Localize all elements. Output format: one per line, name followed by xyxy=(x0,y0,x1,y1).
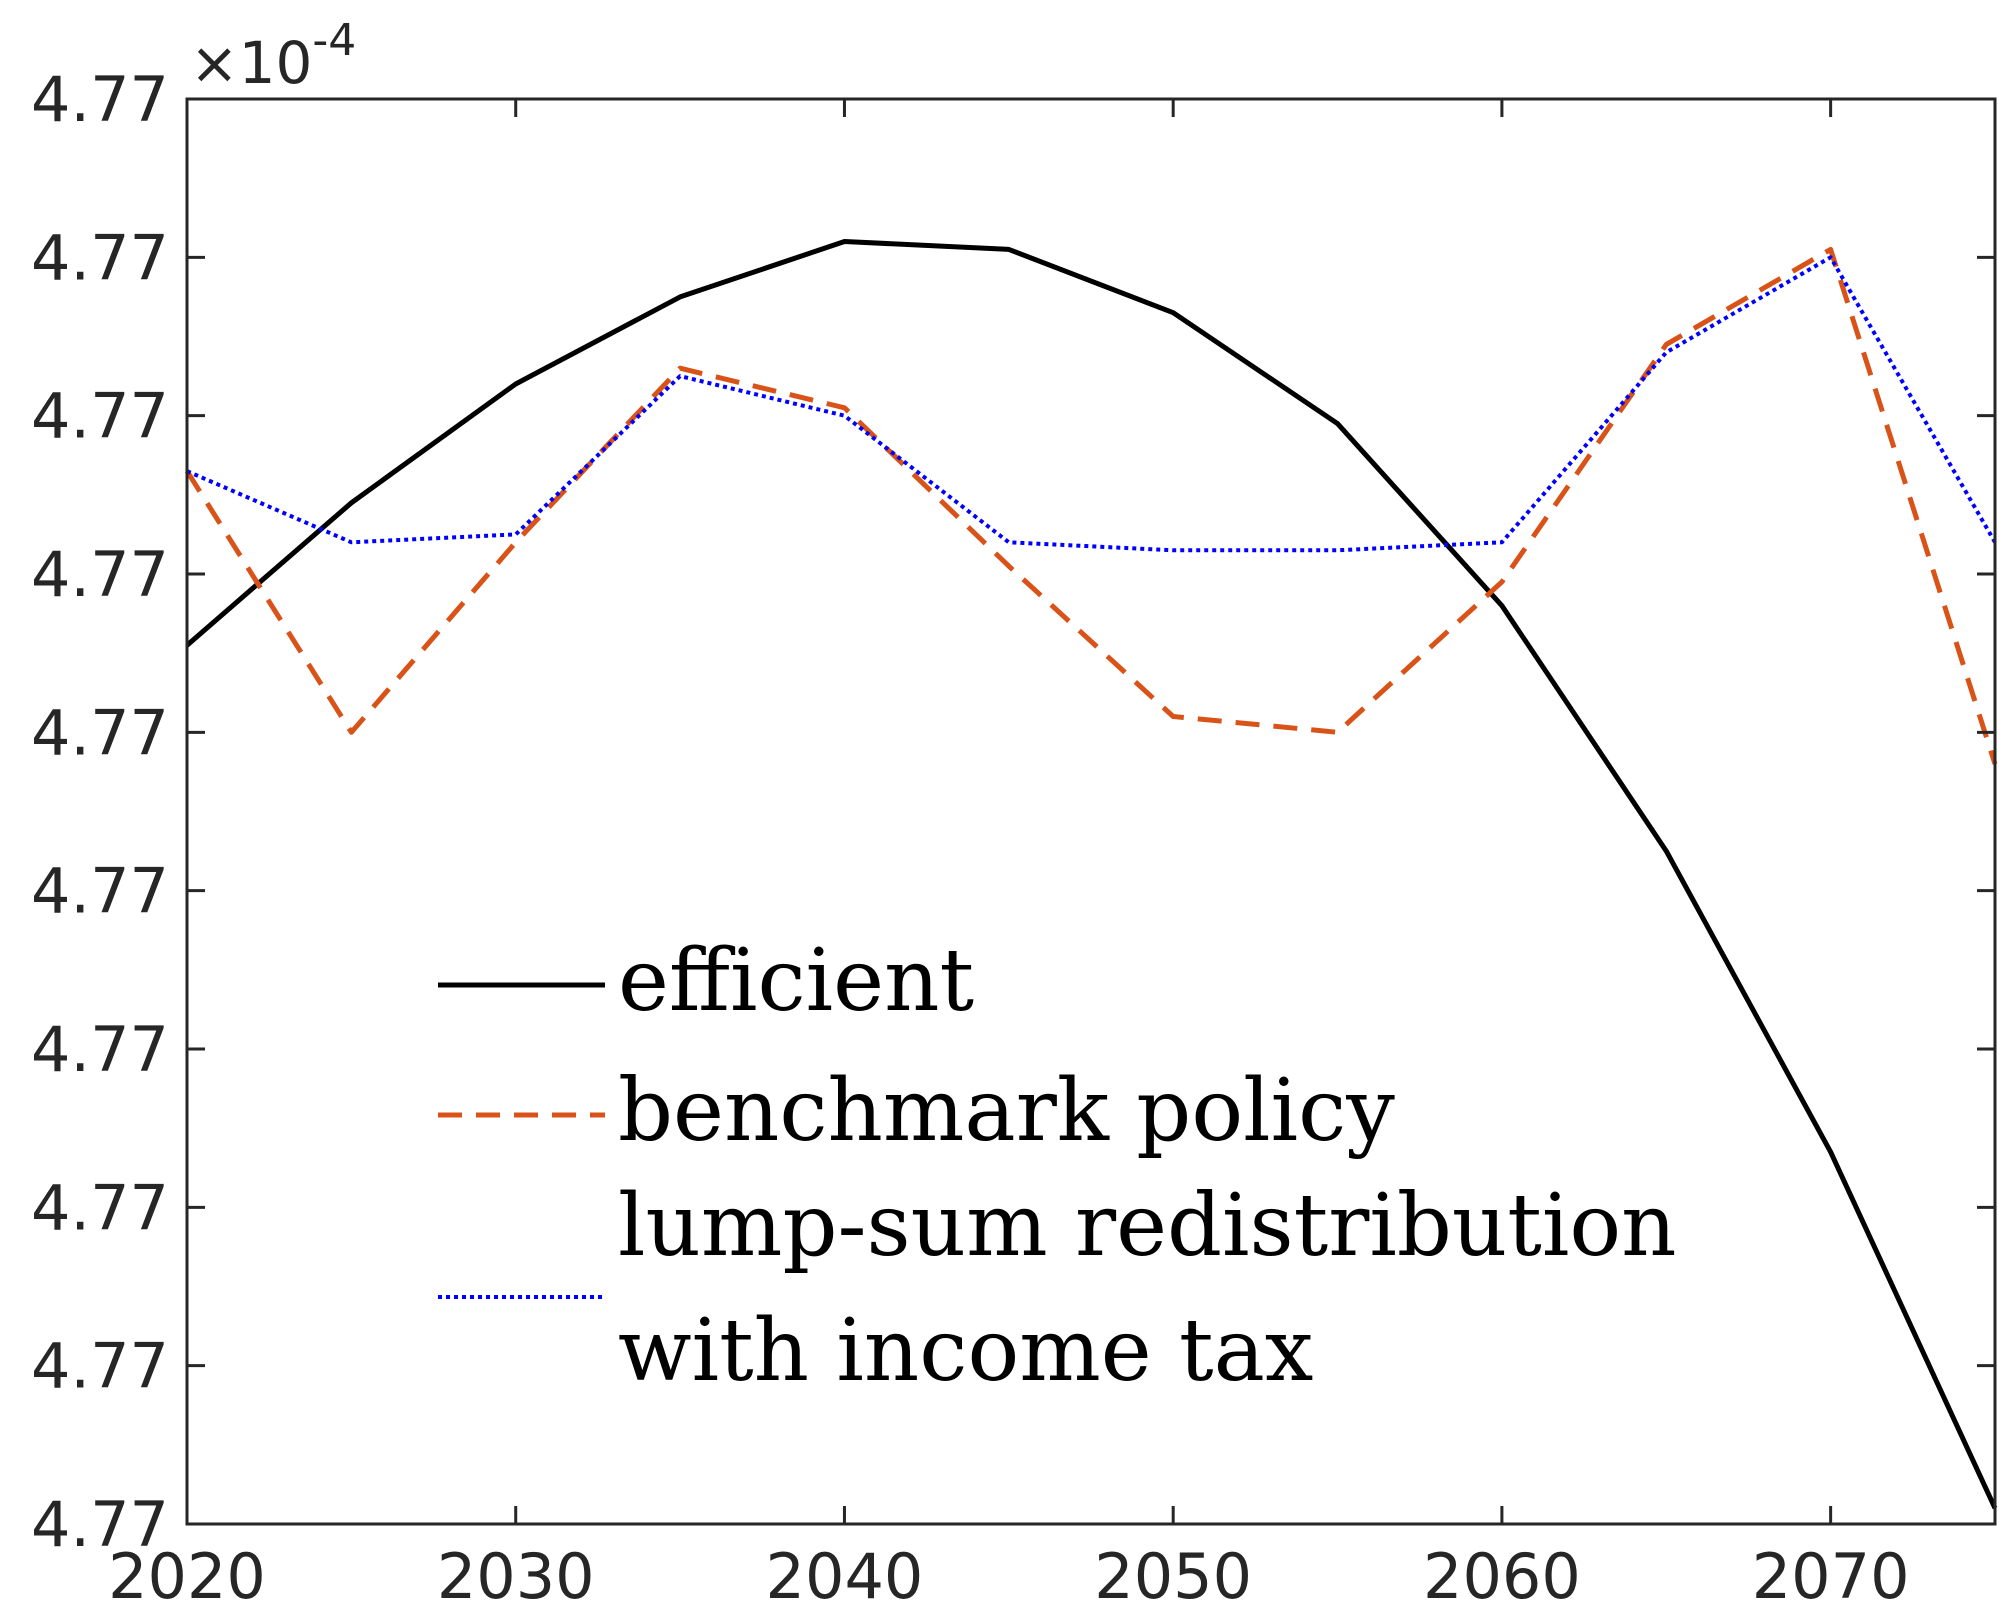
legend: efficient benchmark policy lump-sum redi… xyxy=(438,931,1677,1401)
exponent-base: 10 xyxy=(239,29,313,97)
svg-text:×10-4: ×10-4 xyxy=(190,15,356,97)
y-tick-label: 4.77 xyxy=(31,221,169,294)
y-tick-label: 4.77 xyxy=(31,538,169,611)
series-layer xyxy=(184,239,1998,1510)
y-axis: 4.77 4.77 4.77 4.77 4.77 4.77 4.77 4.77 4.77 4.77 xyxy=(31,63,1995,1561)
legend-label-efficient: efficient xyxy=(618,931,974,1031)
series-line-2 xyxy=(186,255,1997,553)
legend-label-lump-sum-line2: with income tax xyxy=(618,1301,1313,1401)
legend-label-lump-sum-line1: lump-sum redistribution xyxy=(618,1176,1677,1276)
y-tick-label: 4.77 xyxy=(31,855,169,928)
x-tick-label: 2060 xyxy=(1423,1540,1581,1613)
y-tick-label: 4.77 xyxy=(31,1171,169,1244)
exponent-multiplier: × xyxy=(190,29,239,97)
y-tick-label: 4.77 xyxy=(31,696,169,769)
series-line-1 xyxy=(184,246,1998,765)
y-tick-label: 4.77 xyxy=(31,63,169,136)
y-tick-label: 4.77 xyxy=(31,1013,169,1086)
legend-label-benchmark-policy: benchmark policy xyxy=(618,1061,1395,1161)
exponent-power: -4 xyxy=(312,15,356,66)
x-tick-label: 2030 xyxy=(437,1540,595,1613)
x-tick-label: 2070 xyxy=(1752,1540,1910,1613)
y-tick-label: 4.77 xyxy=(31,1488,169,1561)
x-tick-label: 2020 xyxy=(108,1540,266,1613)
plot-area-frame xyxy=(185,97,1997,1526)
x-tick-label: 2040 xyxy=(766,1540,924,1613)
y-tick-label: 4.77 xyxy=(31,1330,169,1403)
y-exponent-label: ×10-4 xyxy=(190,15,356,97)
y-tick-label: 4.77 xyxy=(31,380,169,453)
x-axis: 2020 2030 2040 2050 2060 2070 xyxy=(108,99,1910,1613)
series-line-0 xyxy=(185,239,1998,1510)
x-tick-label: 2050 xyxy=(1094,1540,1252,1613)
